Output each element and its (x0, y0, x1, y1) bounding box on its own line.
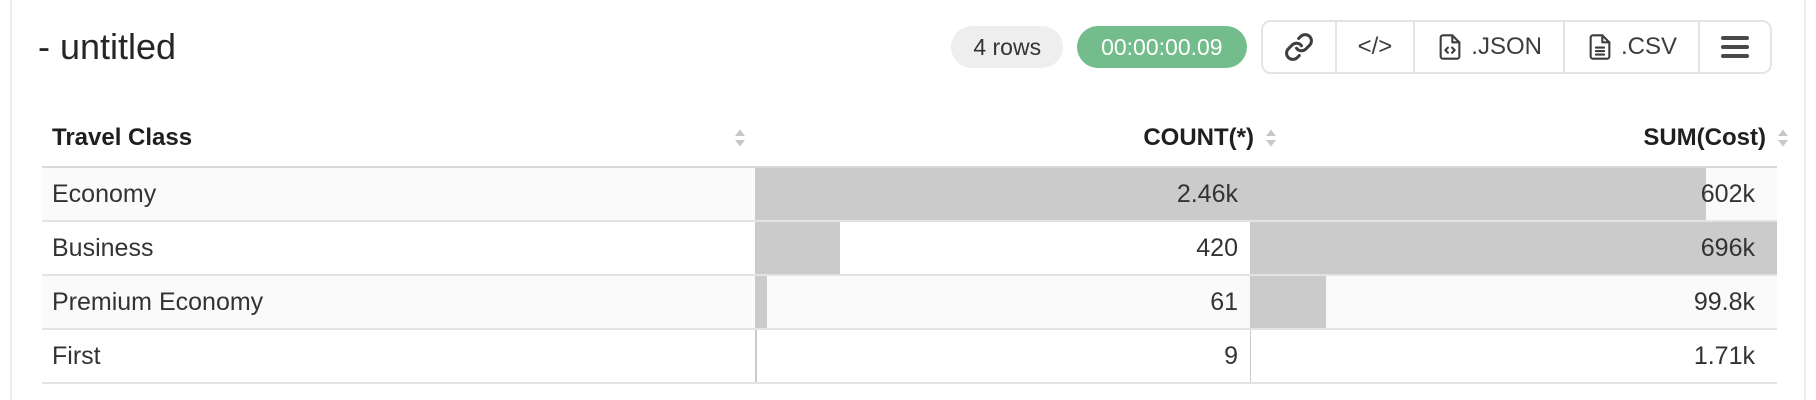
hamburger-menu-icon (1721, 36, 1749, 58)
sum-cost-cell: 1.71k (1250, 330, 1777, 382)
query-title: - untitled (38, 26, 177, 67)
sum-value: 602k (1700, 179, 1755, 208)
sum-data-bar (1250, 330, 1252, 382)
download-csv-button[interactable]: .CSV (1562, 22, 1698, 72)
table-body: Economy 2.46k 602k Business 420 696k Pre… (42, 168, 1777, 384)
export-toolbar: </> .JSON .CSV (1260, 20, 1772, 74)
download-json-button[interactable]: .JSON (1413, 22, 1563, 72)
count-value: 61 (1210, 287, 1238, 316)
sum-value: 1.71k (1693, 341, 1755, 370)
column-header-sum-cost[interactable]: SUM(Cost) (1263, 124, 1790, 152)
row-count-badge: 4 rows (951, 26, 1064, 68)
travel-class-cell: Economy (42, 168, 755, 220)
table-header-row: Travel Class COUNT(*) SUM(Cost) (42, 110, 1788, 168)
code-button[interactable]: </> (1334, 22, 1414, 72)
csv-button-label: .CSV (1620, 33, 1677, 60)
sum-data-bar (1250, 168, 1706, 220)
table-row: Business 420 696k (42, 222, 1777, 276)
timer-badge: 00:00:00.09 (1077, 26, 1247, 68)
column-header-travel-class[interactable]: Travel Class (42, 124, 755, 152)
copy-link-button[interactable] (1262, 22, 1335, 72)
json-button-label: .JSON (1471, 33, 1542, 60)
count-data-bar (755, 330, 757, 382)
sum-cost-cell: 99.8k (1250, 276, 1777, 328)
sum-cost-cell: 696k (1250, 222, 1777, 274)
file-json-icon (1439, 34, 1461, 60)
count-data-bar (755, 222, 840, 274)
file-csv-icon (1589, 34, 1611, 60)
table-row: First 9 1.71k (42, 330, 1777, 384)
count-data-bar (755, 276, 768, 328)
count-value: 420 (1196, 233, 1238, 262)
sum-data-bar (1250, 276, 1326, 328)
column-header-label: COUNT(*) (1143, 124, 1254, 151)
count-cell: 420 (755, 222, 1250, 274)
results-table: Travel Class COUNT(*) SUM(Cost) Economy … (42, 110, 1788, 384)
link-icon (1284, 33, 1313, 61)
sum-cost-cell: 602k (1250, 168, 1777, 220)
panel-right-border (1804, 0, 1806, 400)
sort-icon (1778, 129, 1788, 147)
travel-class-value: Economy (52, 179, 157, 208)
travel-class-cell: First (42, 330, 755, 382)
sum-value: 696k (1700, 233, 1755, 262)
sum-value: 99.8k (1693, 287, 1755, 316)
travel-class-value: First (52, 341, 101, 370)
travel-class-cell: Business (42, 222, 755, 274)
table-row: Premium Economy 61 99.8k (42, 276, 1777, 330)
count-value: 2.46k (1176, 179, 1238, 208)
count-cell: 61 (755, 276, 1250, 328)
sort-icon (1266, 129, 1276, 147)
results-controls: 4 rows 00:00:00.09 </> .JSON (951, 20, 1772, 74)
sum-data-bar (1250, 222, 1777, 274)
count-data-bar (755, 168, 1250, 220)
panel-left-border (10, 0, 12, 400)
count-cell: 2.46k (755, 168, 1250, 220)
code-icon: </> (1357, 33, 1393, 60)
count-cell: 9 (755, 330, 1250, 382)
column-header-label: SUM(Cost) (1643, 124, 1766, 151)
results-header: - untitled 4 rows 00:00:00.09 </> (0, 0, 1816, 76)
count-value: 9 (1224, 341, 1238, 370)
travel-class-value: Premium Economy (52, 287, 264, 316)
travel-class-cell: Premium Economy (42, 276, 755, 328)
table-row: Economy 2.46k 602k (42, 168, 1777, 222)
travel-class-value: Business (52, 233, 154, 262)
column-header-count[interactable]: COUNT(*) (783, 124, 1278, 152)
column-header-label: Travel Class (52, 124, 193, 151)
menu-button[interactable] (1698, 22, 1770, 72)
sort-icon (735, 129, 745, 147)
